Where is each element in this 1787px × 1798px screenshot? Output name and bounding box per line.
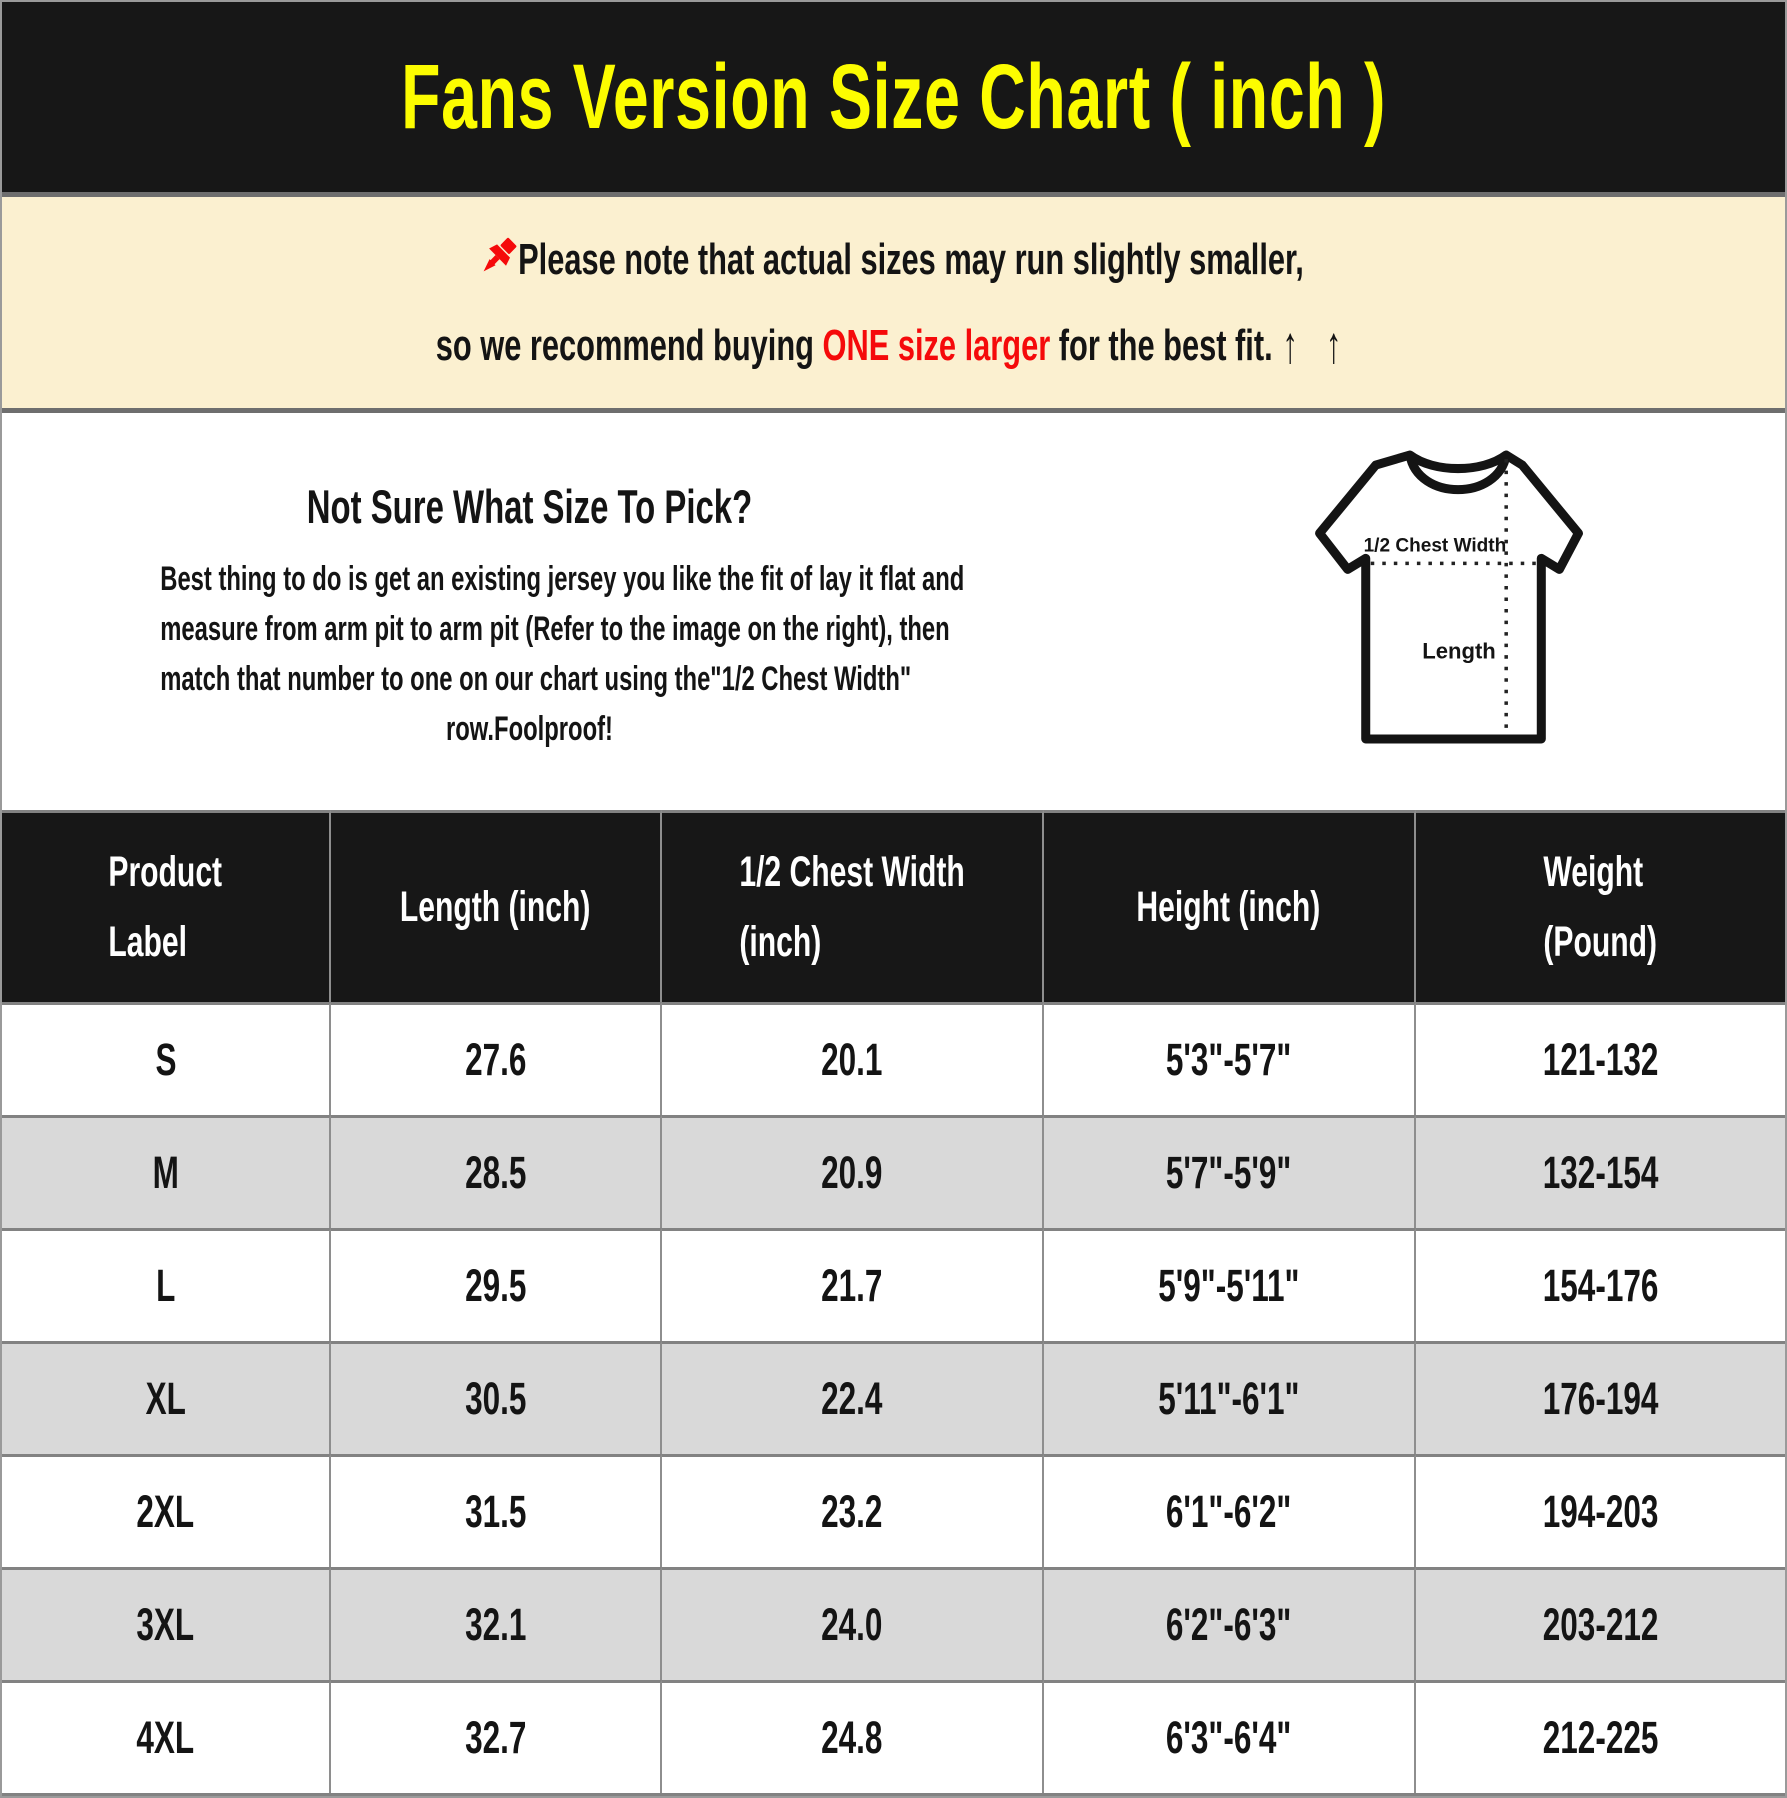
table-cell: 24.0 — [661, 1567, 1044, 1680]
guide-body-line: Best thing to do is get an existing jers… — [160, 560, 965, 598]
tshirt-outline — [1315, 450, 1583, 744]
table-cell: 23.2 — [661, 1454, 1044, 1567]
table-cell: 6'1"-6'2" — [1043, 1454, 1416, 1567]
table-cell: 21.7 — [661, 1228, 1044, 1341]
size-label-cell: S — [2, 1002, 332, 1115]
size-label-cell: XL — [2, 1341, 332, 1454]
table-cell: 31.5 — [331, 1454, 662, 1567]
guide-body-line: row.Foolproof! — [445, 710, 613, 748]
chest-width-label: 1/2 Chest Width — [1364, 535, 1507, 556]
section-divider — [2, 408, 1785, 413]
table-cell: 20.9 — [661, 1115, 1044, 1228]
table-cell: 132-154 — [1415, 1115, 1785, 1228]
table-cell: 194-203 — [1415, 1454, 1785, 1567]
table-cell: 6'3"-6'4" — [1043, 1680, 1416, 1793]
note-highlight: ONE size larger — [822, 321, 1051, 370]
table-cell: 22.4 — [661, 1341, 1044, 1454]
size-guide-section: Not Sure What Size To Pick? Best thing t… — [2, 413, 1785, 810]
up-arrow-icon: ↑ ↑ — [1282, 316, 1352, 375]
table-cell: 121-132 — [1415, 1002, 1785, 1115]
table-cell: 27.6 — [331, 1002, 662, 1115]
size-label-cell: M — [2, 1115, 332, 1228]
note-line-2: so we recommend buying ONE size larger f… — [269, 317, 1517, 375]
section-divider — [2, 192, 1785, 197]
table-cell: 5'9"-5'11" — [1043, 1228, 1416, 1341]
table-cell: 212-225 — [1415, 1680, 1785, 1793]
table-cell: 28.5 — [331, 1115, 662, 1228]
table-cell: 32.1 — [331, 1567, 662, 1680]
size-label-cell: 4XL — [2, 1680, 332, 1793]
table-cell: 30.5 — [331, 1341, 662, 1454]
header-cell-length: Length (inch) — [331, 810, 662, 1002]
table-cell: 203-212 — [1415, 1567, 1785, 1680]
header-cell-weight: Weight (Pound) — [1415, 810, 1785, 1002]
size-guide-text: Not Sure What Size To Pick? Best thing t… — [2, 413, 1057, 810]
guide-body-line: match that number to one on our chart us… — [160, 660, 912, 698]
table-cell: 32.7 — [331, 1680, 662, 1793]
note-text-2-prefix: so we recommend buying — [435, 321, 823, 370]
size-label-cell: L — [2, 1228, 332, 1341]
note-line-1: Please note that actual sizes may run sl… — [269, 234, 1517, 291]
size-label-cell: 3XL — [2, 1567, 332, 1680]
size-label-cell: 2XL — [2, 1454, 332, 1567]
note-text-2-suffix: for the best fit. — [1050, 321, 1273, 370]
header-cell-height: Height (inch) — [1043, 810, 1416, 1002]
table-cell: 154-176 — [1415, 1228, 1785, 1341]
header-cell-product-label: Product Label — [2, 810, 332, 1002]
tshirt-diagram: 1/2 Chest Width Length — [1313, 445, 1585, 810]
table-cell: 6'2"-6'3" — [1043, 1567, 1416, 1680]
table-cell: 29.5 — [331, 1228, 662, 1341]
table-cell: 5'11"-6'1" — [1043, 1341, 1416, 1454]
header-cell-chest-width: 1/2 Chest Width (inch) — [661, 810, 1044, 1002]
table-cell: 20.1 — [661, 1002, 1044, 1115]
guide-body-line: measure from arm pit to arm pit (Refer t… — [160, 610, 950, 648]
page-title: Fans Version Size Chart ( inch ) — [400, 45, 1387, 148]
tshirt-collar — [1407, 451, 1509, 473]
guide-heading: Not Sure What Size To Pick? — [306, 480, 753, 533]
table-cell: 176-194 — [1415, 1341, 1785, 1454]
pushpin-icon — [477, 234, 522, 291]
size-table: Product Label Length (inch) 1/2 Chest Wid… — [2, 810, 1785, 1796]
table-cell: 5'3"-5'7" — [1043, 1002, 1416, 1115]
table-cell: 24.8 — [661, 1680, 1044, 1793]
title-bar: Fans Version Size Chart ( inch ) — [2, 2, 1785, 192]
note-banner: Please note that actual sizes may run sl… — [2, 197, 1785, 408]
length-label: Length — [1422, 639, 1496, 664]
table-cell: 5'7"-5'9" — [1043, 1115, 1416, 1228]
note-text-1: Please note that actual sizes may run sl… — [518, 235, 1304, 285]
